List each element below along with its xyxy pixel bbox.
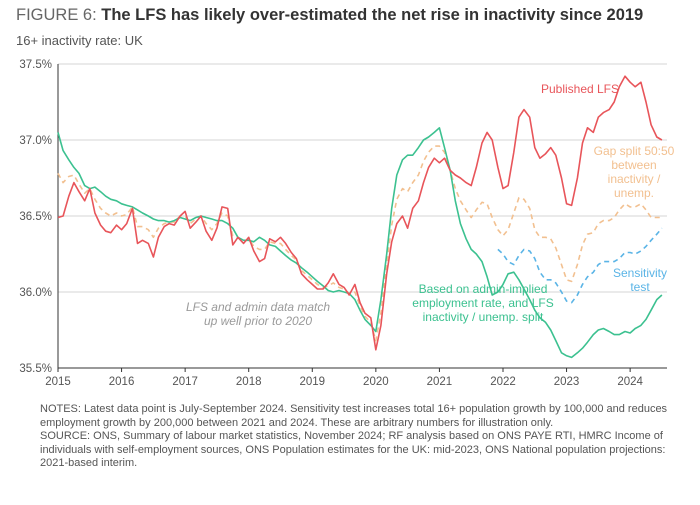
grid (58, 63, 667, 293)
y-tick-label: 37.0% (19, 135, 52, 147)
x-tick-label: 2024 (617, 376, 643, 388)
y-tick-label: 37.5% (19, 59, 52, 71)
x-tick-label: 2019 (299, 376, 325, 388)
figure-title: The LFS has likely over-estimated the ne… (101, 6, 644, 24)
x-tick-label: 2022 (490, 376, 516, 388)
x-tick-label: 2023 (554, 376, 580, 388)
label-admin-implied-line: employment rate, and LFS (412, 296, 553, 310)
label-data-match-note-line: LFS and admin data match (186, 300, 330, 314)
x-tick-label: 2015 (45, 376, 71, 388)
series-line-published-lfs (57, 75, 663, 351)
y-tick-label: 36.5% (19, 211, 52, 223)
chart-notes: NOTES: Latest data point is July-Septemb… (40, 403, 670, 471)
series-line-admin-implied (57, 127, 663, 359)
label-sensitivity-test-line: Sensitivity (613, 266, 667, 280)
label-data-match-note-line: up well prior to 2020 (204, 314, 312, 328)
y-tick-label: 36.0% (19, 287, 52, 299)
series-group (57, 75, 663, 359)
x-tick-label: 2016 (109, 376, 135, 388)
source-text: SOURCE: ONS, Summary of labour market st… (40, 430, 666, 469)
label-admin-implied-line: Based on admin-implied (419, 282, 548, 296)
label-published-lfs-line: Published LFS (541, 82, 619, 96)
label-admin-implied-line: inactivity / unemp. split (423, 310, 544, 324)
x-tick-label: 2021 (427, 376, 453, 388)
x-tick-label: 2017 (172, 376, 198, 388)
chart-subtitle: 16+ inactivity rate: UK (16, 33, 143, 48)
x-tick-label: 2018 (236, 376, 262, 388)
series-line-gap-split (57, 145, 662, 342)
line-chart: 35.5% 36.0% 36.5% 37.0% 37.5% 2015 2016 2017 201… (19, 59, 675, 388)
x-tick-label: 2020 (363, 376, 389, 388)
notes-text: NOTES: Latest data point is July-Septemb… (40, 403, 668, 429)
figure-label: FIGURE 6: (16, 6, 102, 24)
y-tick-label: 35.5% (19, 363, 52, 375)
label-gap-split-line: between (611, 158, 656, 172)
chart-title: FIGURE 6: The LFS has likely over-estima… (16, 6, 643, 25)
label-gap-split-line: Gap split 50:50 (594, 144, 675, 158)
label-gap-split-line: unemp. (614, 186, 654, 200)
axes: 35.5% 36.0% 36.5% 37.0% 37.5% 2015 2016 2017 201… (19, 59, 667, 388)
label-sensitivity-test-line: test (630, 280, 650, 294)
label-gap-split-line: inactivity / (608, 172, 661, 186)
